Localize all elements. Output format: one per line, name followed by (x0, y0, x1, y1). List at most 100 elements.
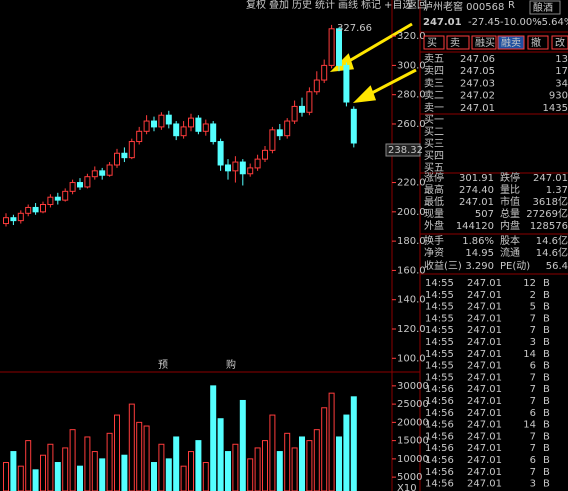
stat: 14.6亿 (536, 234, 568, 247)
trade-time: 14:55 (425, 302, 454, 313)
trade-vol: 7 (530, 384, 536, 395)
stat: 现量 (424, 208, 444, 220)
trade-button[interactable]: 融卖 (501, 37, 521, 49)
candle-body (284, 120, 291, 137)
trade-button-bg[interactable] (446, 35, 470, 50)
trade-button[interactable]: 融买 (475, 37, 495, 49)
volume-bar (180, 465, 187, 491)
v-tick-label: 15000 (397, 436, 429, 447)
volume-bar (99, 458, 106, 491)
stat: 流通 (500, 246, 520, 259)
volume-bar (336, 436, 342, 491)
trade-price: 247.01 (467, 278, 502, 289)
stat: 1.37 (546, 185, 568, 196)
toolbar-button[interactable]: 画线 (338, 0, 358, 11)
stat: 最高 (424, 183, 444, 196)
stat: 3618亿 (533, 195, 568, 208)
trade-vol: 6 (530, 361, 536, 372)
sector-pct: -5.64% (538, 17, 568, 28)
trade-button[interactable]: 撤 (531, 36, 541, 49)
trade-vol: 7 (530, 313, 536, 324)
volume-bar (232, 443, 239, 491)
stat: 14.6亿 (536, 246, 568, 259)
trade-vol: 2 (530, 290, 536, 301)
bid-label: 买三 (424, 138, 444, 150)
trade-price: 247.01 (467, 396, 502, 407)
trade-button-bg[interactable] (551, 35, 568, 50)
stat: 274.40 (459, 185, 494, 196)
ask-price: 247.01 (460, 103, 495, 114)
volume-bar (195, 440, 202, 491)
trade-price: 247.01 (467, 372, 502, 383)
v-tick-label: 10000 (397, 454, 429, 465)
trade-side: B (543, 313, 550, 324)
toolbar-button[interactable]: +自选 (384, 0, 412, 11)
volume-bar (128, 403, 135, 491)
trade-vol: 12 (523, 278, 536, 289)
stat: 收益(三) (424, 259, 462, 272)
bid-label: 买一 (424, 114, 444, 126)
stat: 换手 (424, 234, 444, 247)
toolbar-button[interactable]: 统计 (315, 0, 335, 11)
trade-button-bg[interactable] (471, 35, 497, 50)
candle-body (239, 161, 246, 175)
ask-label: 卖四 (424, 65, 444, 77)
volume-bar (306, 440, 313, 491)
trade-button-bg[interactable] (497, 35, 525, 50)
trade-side: B (543, 384, 550, 395)
toolbar-button[interactable]: 叠加 (269, 0, 289, 11)
trade-button-bg[interactable] (527, 35, 549, 50)
ask-price: 247.03 (460, 78, 495, 89)
trade-button[interactable]: 卖 (450, 37, 460, 49)
volume-bar (32, 469, 39, 491)
toolbar-button[interactable]: 历史 (292, 0, 312, 11)
candle-body (202, 123, 209, 132)
candle-body (32, 206, 39, 213)
toolbar-button[interactable]: 返回 (407, 0, 427, 11)
trade-button[interactable]: 改 (555, 36, 565, 49)
toolbar-button[interactable]: 复权 (246, 0, 266, 11)
trade-side: B (543, 278, 550, 289)
volume-bar (10, 451, 17, 491)
candle-body (77, 182, 83, 188)
trade-vol: 7 (530, 372, 536, 383)
trade-button-bg[interactable] (423, 35, 445, 50)
trade-time: 14:56 (425, 420, 454, 431)
y-tick-label: 220.0 (397, 178, 426, 189)
trade-vol: 7 (530, 431, 536, 442)
candle-body (62, 190, 69, 201)
stat: 量比 (500, 184, 520, 196)
ask-vol: 34 (555, 78, 568, 89)
candle-body (321, 64, 328, 81)
trade-vol: 6 (530, 455, 536, 466)
ask-vol: 1435 (543, 103, 568, 114)
ask-label: 卖三 (424, 77, 444, 89)
ask-vol: 13 (555, 54, 568, 65)
volume-bar (158, 443, 165, 491)
trade-price: 247.01 (467, 467, 502, 478)
candle-body (217, 141, 224, 166)
candle-body (54, 196, 61, 201)
trade-time: 14:55 (425, 290, 454, 301)
y-tick-label: 180.0 (397, 236, 426, 247)
trade-button[interactable]: 买 (427, 37, 437, 49)
stat: 144120 (456, 221, 494, 232)
trade-vol: 14 (523, 349, 536, 360)
trade-price: 247.01 (467, 302, 502, 313)
trade-price: 247.01 (467, 408, 502, 419)
trade-side: B (543, 420, 550, 431)
marker: 购 (226, 358, 236, 371)
candle-body (165, 114, 172, 125)
trade-side: B (543, 290, 550, 301)
candle-body (158, 114, 165, 128)
candle-body (291, 105, 298, 122)
toolbar-button[interactable]: 标记 (361, 0, 381, 11)
trade-side: B (543, 337, 550, 348)
volume-bar (165, 458, 172, 491)
stat: PE(动) (500, 260, 530, 272)
volume-bar (225, 451, 231, 491)
candle-body (3, 217, 9, 225)
trade-price: 247.01 (467, 431, 502, 442)
trade-time: 14:55 (425, 278, 454, 289)
